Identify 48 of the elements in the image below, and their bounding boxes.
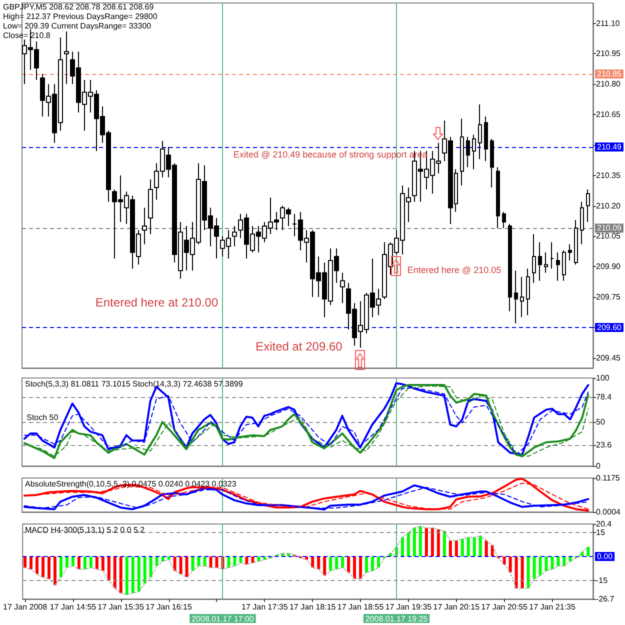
- y-tick-label: 209.90: [596, 262, 622, 272]
- ref-line-label: 2008.01.17 17:00: [192, 614, 254, 624]
- y-tick-label: 210.65: [596, 110, 622, 120]
- ref-line-label: 210.49: [597, 142, 622, 152]
- y-tick-label: -26.7: [596, 594, 615, 604]
- ref-line-label: 210.85: [597, 69, 622, 78]
- chart-title: MACD H4-300(5,13,1) 5.2 0.0 5.2: [25, 526, 146, 534]
- ref-line-label: 0.00: [597, 552, 614, 561]
- y-tick-label: 50: [596, 418, 606, 426]
- y-tick-label: 23.6: [596, 440, 612, 450]
- x-tick-label: 17 Jan 21:35: [529, 602, 576, 612]
- x-tick-label: 17 Jan 17:35: [242, 602, 288, 612]
- x-tick-label: 17 Jan 15:35: [98, 602, 145, 612]
- y-tick-label: 0: [596, 462, 601, 470]
- x-tick-label: 17 Jan 14:55: [50, 602, 97, 612]
- ref-line-label: 2008.01.17 19:25: [365, 614, 428, 624]
- y-tick-label: 210.80: [596, 80, 622, 89]
- x-tick-label: 17 Jan 20:15: [433, 602, 480, 612]
- y-tick-label: 209.45: [596, 353, 622, 362]
- y-tick-label: 0.1175: [596, 474, 620, 482]
- y-tick-label: 210.20: [596, 201, 622, 210]
- x-tick-label: 17 Jan 20:55: [481, 602, 528, 612]
- y-tick-label: 210.95: [596, 49, 622, 58]
- y-tick-label: 209.75: [596, 292, 622, 302]
- chart-title: GBPJPY,M5 208.62 208.78 208.61 208.69: [3, 2, 154, 12]
- ref-line-label: 209.60: [597, 322, 622, 332]
- annotation: Low= 209.39 Current DaysRange= 33300: [3, 22, 152, 30]
- y-tick-label: 210.35: [596, 170, 622, 180]
- y-tick-label: 211.10: [596, 18, 620, 28]
- annotation: High= 212.37 Previous DaysRange= 29800: [3, 12, 158, 21]
- annotation: Exited at 209.60: [256, 339, 343, 354]
- annotation: Stoch 50: [26, 413, 59, 422]
- y-tick-label: -15: [596, 576, 608, 585]
- x-tick-label: 17 Jan 19:35: [385, 602, 432, 612]
- x-tick-label: 17 Jan 2008: [2, 602, 48, 612]
- annotation: Entered here @ 210.05: [407, 264, 502, 275]
- y-tick-label: 210.05: [596, 232, 622, 241]
- x-tick-label: 17 Jan 18:55: [337, 602, 384, 612]
- x-tick-label: 17 Jan 16:15: [146, 602, 192, 612]
- y-tick-label: 20.4: [596, 520, 612, 528]
- x-tick-label: 17 Jan 18:15: [289, 602, 336, 612]
- annotation: Entered here at 210.00: [95, 296, 218, 310]
- annotation: Close= 210.8: [3, 31, 51, 40]
- y-tick-label: 100: [596, 374, 610, 382]
- y-tick-label: 0.0004: [596, 508, 622, 516]
- ref-line-label: 210.09: [597, 224, 622, 233]
- y-tick-label: 78.4: [596, 392, 612, 402]
- y-tick-label: 15: [596, 528, 606, 538]
